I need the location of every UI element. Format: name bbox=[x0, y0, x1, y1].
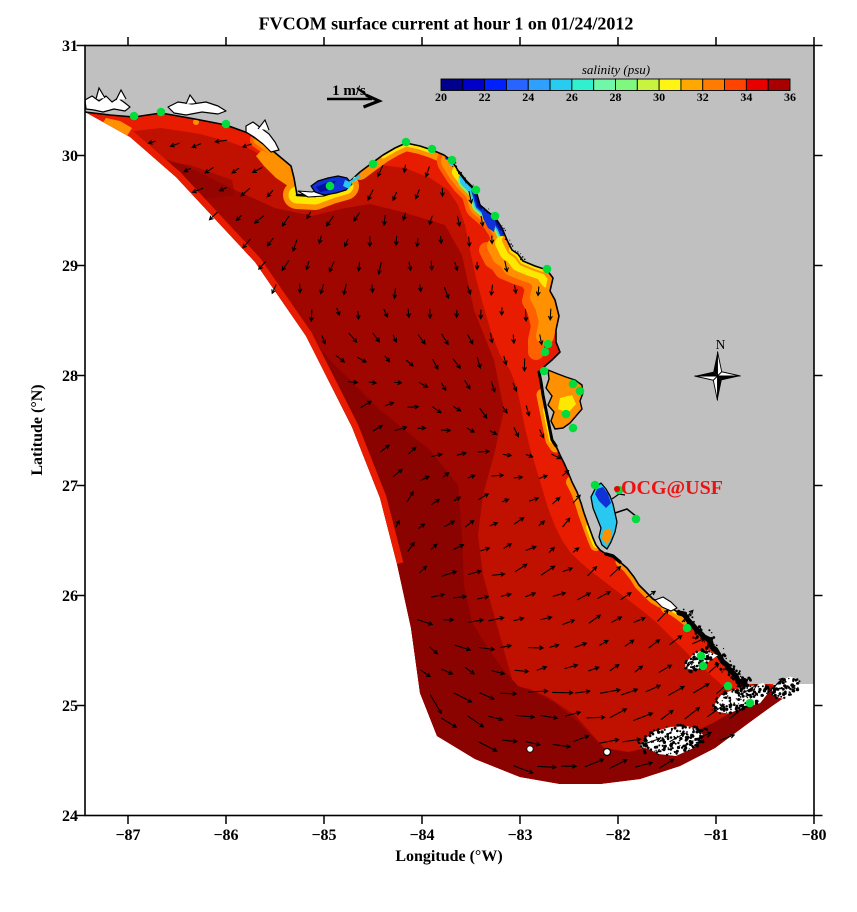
svg-text:28: 28 bbox=[610, 90, 622, 104]
svg-text:20: 20 bbox=[435, 90, 447, 104]
svg-text:26: 26 bbox=[62, 588, 78, 605]
svg-text:32: 32 bbox=[697, 90, 709, 104]
svg-text:29: 29 bbox=[62, 258, 78, 275]
svg-text:30: 30 bbox=[62, 148, 78, 165]
svg-text:22: 22 bbox=[479, 90, 491, 104]
svg-text:28: 28 bbox=[62, 368, 78, 385]
svg-text:−82: −82 bbox=[605, 827, 630, 844]
svg-text:−83: −83 bbox=[507, 827, 532, 844]
svg-text:−87: −87 bbox=[115, 827, 140, 844]
svg-text:Longitude (°W): Longitude (°W) bbox=[395, 848, 502, 865]
svg-text:−86: −86 bbox=[213, 827, 238, 844]
svg-text:36: 36 bbox=[784, 90, 796, 104]
svg-text:24: 24 bbox=[62, 808, 78, 825]
svg-text:26: 26 bbox=[566, 90, 578, 104]
svg-text:N: N bbox=[716, 337, 726, 352]
svg-text:34: 34 bbox=[740, 90, 752, 104]
svg-text:−85: −85 bbox=[311, 827, 336, 844]
svg-text:OCG@USF: OCG@USF bbox=[621, 477, 723, 499]
svg-text:24: 24 bbox=[522, 90, 534, 104]
svg-text:27: 27 bbox=[62, 478, 78, 495]
svg-text:−80: −80 bbox=[801, 827, 826, 844]
svg-text:salinity (psu): salinity (psu) bbox=[582, 62, 650, 77]
svg-text:−84: −84 bbox=[409, 827, 434, 844]
svg-text:−81: −81 bbox=[703, 827, 728, 844]
svg-text:1 m/s: 1 m/s bbox=[332, 83, 366, 99]
svg-text:30: 30 bbox=[653, 90, 665, 104]
svg-text:25: 25 bbox=[62, 698, 78, 715]
svg-text:31: 31 bbox=[62, 38, 78, 55]
svg-text:FVCOM surface current at hour: FVCOM surface current at hour 1 on 01/24… bbox=[259, 14, 634, 34]
svg-text:Latitude (°N): Latitude (°N) bbox=[29, 384, 46, 475]
